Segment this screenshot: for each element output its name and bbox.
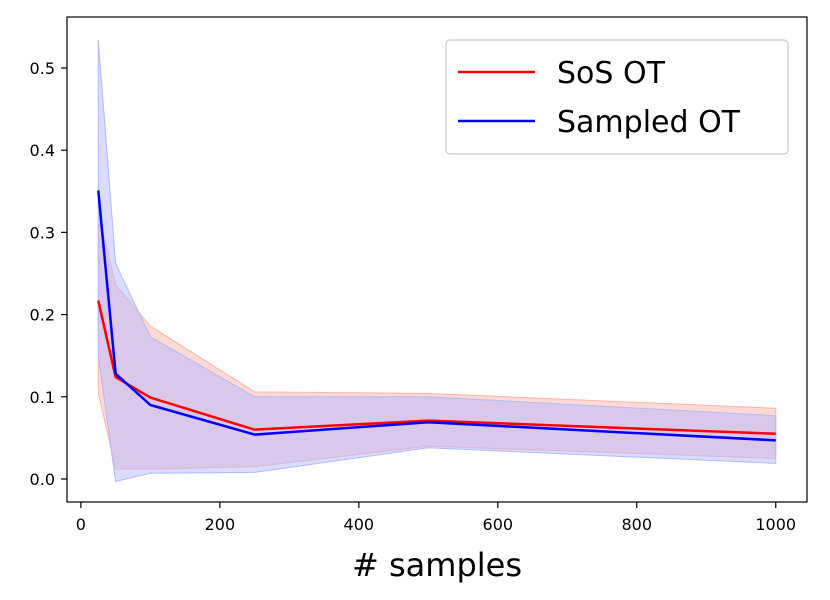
plot-frame <box>66 16 808 503</box>
y-tick-label: 0.3 <box>30 223 55 242</box>
x-tick-label: 0 <box>76 515 86 534</box>
legend-label-sampled-ot: Sampled OT <box>557 105 741 140</box>
x-tick-label: 800 <box>621 515 652 534</box>
y-tick-label: 0.1 <box>30 388 55 407</box>
legend-label-sos-ot: SoS OT <box>557 56 666 91</box>
y-tick-label: 0.5 <box>30 59 55 78</box>
y-tick-label: 0.2 <box>30 306 55 325</box>
series-line-sos-ot <box>97 300 776 436</box>
x-axis-title: # samples <box>352 546 522 584</box>
series-line-sampled-ot <box>97 190 776 442</box>
x-tick-label: 1000 <box>755 515 796 534</box>
x-tick-label: 400 <box>344 515 375 534</box>
x-tick-label: 600 <box>483 515 514 534</box>
legend-frame <box>445 39 789 155</box>
y-tick-label: 0.0 <box>30 470 55 489</box>
y-tick-label: 0.4 <box>30 141 55 160</box>
x-tick-label: 200 <box>205 515 236 534</box>
legend: SoS OT Sampled OT <box>445 39 789 155</box>
